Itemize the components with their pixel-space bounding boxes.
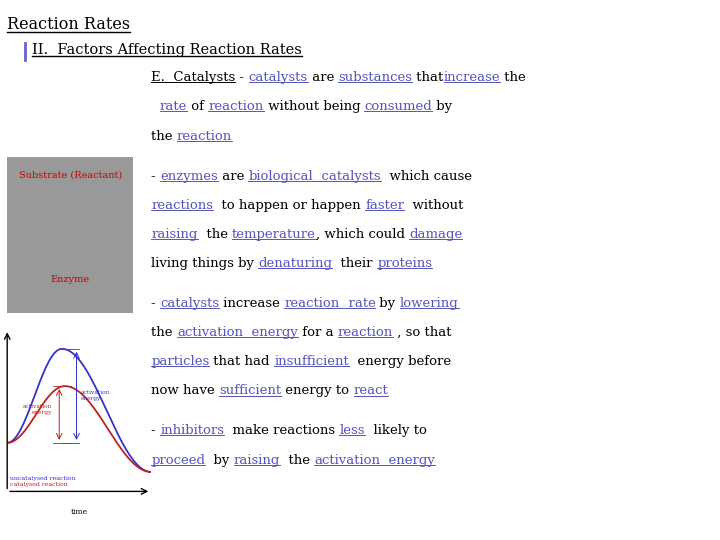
Text: uncatalysed reaction: uncatalysed reaction <box>10 476 76 481</box>
Text: lowering: lowering <box>400 297 459 310</box>
Text: activation: activation <box>177 326 243 339</box>
Text: the: the <box>197 228 232 241</box>
Text: raising: raising <box>234 454 280 467</box>
Text: reaction: reaction <box>177 130 232 143</box>
Text: Substrate (Reactant): Substrate (Reactant) <box>19 170 122 179</box>
Text: which cause: which cause <box>381 170 472 183</box>
Text: , so that: , so that <box>393 326 451 339</box>
Text: biological: biological <box>248 170 313 183</box>
Text: by: by <box>205 454 234 467</box>
Text: enzymes: enzymes <box>160 170 218 183</box>
Text: -: - <box>151 170 160 183</box>
Text: that: that <box>413 71 444 84</box>
Text: without: without <box>404 199 464 212</box>
Text: sufficient: sufficient <box>219 384 282 397</box>
Text: living things by: living things by <box>151 257 258 270</box>
Text: less: less <box>339 424 365 437</box>
Text: denaturing: denaturing <box>258 257 333 270</box>
Text: the: the <box>280 454 315 467</box>
Text: -: - <box>151 297 160 310</box>
Text: raising: raising <box>151 228 197 241</box>
Text: reactions: reactions <box>151 199 213 212</box>
Text: that had: that had <box>210 355 274 368</box>
Text: the: the <box>500 71 526 84</box>
Text: by: by <box>375 297 400 310</box>
Text: insufficient: insufficient <box>274 355 349 368</box>
Text: react: react <box>354 384 388 397</box>
Text: reaction: reaction <box>284 297 340 310</box>
Text: make reactions: make reactions <box>224 424 339 437</box>
Text: inhibitors: inhibitors <box>160 424 224 437</box>
Text: reaction: reaction <box>208 100 264 113</box>
Text: consumed: consumed <box>364 100 432 113</box>
Text: activation: activation <box>315 454 380 467</box>
Text: energy to: energy to <box>282 384 354 397</box>
Text: of: of <box>187 100 208 113</box>
Text: are: are <box>218 170 248 183</box>
Text: increase: increase <box>444 71 500 84</box>
Text: , which could: , which could <box>315 228 409 241</box>
Text: reaction: reaction <box>338 326 393 339</box>
Text: damage: damage <box>409 228 462 241</box>
Text: activation
energy: activation energy <box>81 390 110 401</box>
Text: catalysts: catalysts <box>313 170 381 183</box>
Text: now have: now have <box>151 384 219 397</box>
Text: proceed: proceed <box>151 454 205 467</box>
Text: time: time <box>71 508 88 516</box>
Text: for a: for a <box>298 326 338 339</box>
Text: energy: energy <box>380 454 436 467</box>
Text: Reaction Rates: Reaction Rates <box>7 16 130 33</box>
Text: without being: without being <box>264 100 364 113</box>
Text: rate: rate <box>160 100 187 113</box>
Text: are: are <box>307 71 338 84</box>
Text: rate: rate <box>340 297 375 310</box>
Text: particles: particles <box>151 355 210 368</box>
Text: substances: substances <box>338 71 413 84</box>
Text: E.  Catalysts: E. Catalysts <box>151 71 235 84</box>
Text: catalysed reaction: catalysed reaction <box>10 482 68 487</box>
Text: energy before: energy before <box>349 355 451 368</box>
Text: Enzyme: Enzyme <box>50 275 90 285</box>
Text: activation
energy: activation energy <box>22 404 52 415</box>
Text: proteins: proteins <box>377 257 432 270</box>
Text: increase: increase <box>219 297 284 310</box>
Text: the: the <box>151 130 177 143</box>
Text: to happen or happen: to happen or happen <box>213 199 365 212</box>
Text: catalysts: catalysts <box>160 297 219 310</box>
Text: -: - <box>235 71 248 84</box>
Bar <box>7 157 133 313</box>
Text: energy: energy <box>243 326 298 339</box>
Text: -: - <box>151 424 160 437</box>
Text: by: by <box>432 100 452 113</box>
Text: catalysts: catalysts <box>248 71 307 84</box>
Text: their: their <box>333 257 377 270</box>
Text: the: the <box>151 326 177 339</box>
Text: temperature: temperature <box>232 228 315 241</box>
Text: faster: faster <box>365 199 404 212</box>
Text: likely to: likely to <box>365 424 427 437</box>
Text: II.  Factors Affecting Reaction Rates: II. Factors Affecting Reaction Rates <box>32 43 302 57</box>
